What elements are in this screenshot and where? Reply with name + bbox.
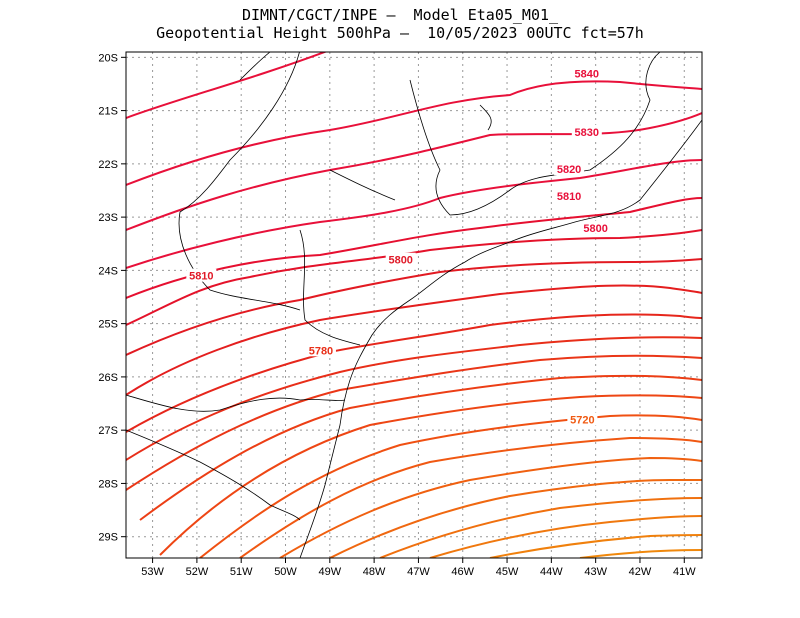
map-axes: 53W 52W 51W 50W 49W 48W 47W 46W 45W 44W 43W 42W 41W 2… [98, 52, 696, 578]
contour-label-bg [554, 188, 585, 202]
tick-label-lat: 29S [98, 532, 118, 544]
tick-label-lon: 42W [629, 566, 652, 578]
contour-label-bg [554, 162, 585, 176]
state-borders [126, 52, 702, 558]
tick-label-lon: 45W [496, 566, 519, 578]
contour-label: 5720 [570, 415, 594, 427]
tick-label-lat: 22S [98, 159, 118, 171]
western-border [178, 52, 301, 311]
contour-label: 5800 [583, 223, 607, 235]
tick-label-lat: 25S [98, 319, 118, 331]
state-border-sc-rs [126, 429, 301, 521]
contour-line [379, 497, 702, 558]
contour-line [126, 313, 702, 433]
tick-label-lat: 26S [98, 372, 118, 384]
coastline [299, 119, 702, 558]
tick-label-lat: 20S [98, 52, 118, 64]
contour-label: 5810 [557, 191, 581, 203]
contour-label: 5800 [388, 255, 412, 267]
contour-line [126, 112, 702, 231]
tick-label-lat: 28S [98, 478, 118, 490]
tick-label-lat: 24S [98, 265, 118, 277]
tick-label-lon: 48W [363, 566, 386, 578]
contour-label-bg [186, 268, 217, 282]
contour-line [329, 479, 702, 558]
tick-label-lat: 27S [98, 425, 118, 437]
tick-label-lon: 49W [319, 566, 342, 578]
contour-label: 5820 [557, 164, 581, 176]
contour-line [126, 197, 702, 299]
contour-label: 5780 [309, 345, 333, 357]
contour-line [489, 534, 702, 558]
tick-label-lon: 50W [274, 566, 297, 578]
contour-line [126, 258, 702, 356]
contour-line [126, 229, 702, 326]
tick-label-lon: 51W [230, 566, 253, 578]
border-interior-4 [239, 52, 271, 81]
contour-line [239, 436, 702, 558]
tick-label-lon: 52W [186, 566, 209, 578]
contour-labels: 5840 5830 5820 5810 5800 5810 5800 5780 5720 [186, 66, 611, 427]
map-frame [125, 51, 703, 559]
contour-label-bg [567, 412, 598, 426]
contour-label-bg [305, 343, 336, 357]
contour-line [126, 284, 702, 396]
border-interior-2 [409, 52, 661, 216]
border-interior-3 [329, 169, 396, 201]
contour-line [126, 336, 702, 461]
tick-label-lon: 41W [673, 566, 696, 578]
tick-label-lat: 21S [98, 106, 118, 118]
map-title-line-1: DIMNT/CGCT/INPE – Model Eta05_M01_ [241, 6, 559, 24]
tick-label-lon: 53W [141, 566, 164, 578]
contour-line [579, 549, 702, 558]
tick-label-lon: 44W [540, 566, 563, 578]
contour-line [279, 456, 702, 558]
contour-label: 5810 [189, 271, 213, 283]
contour-label: 5830 [575, 127, 599, 139]
contour-label: 5840 [575, 68, 599, 80]
border-interior-5 [479, 104, 492, 131]
border-interior-1 [299, 229, 361, 346]
contour-line [159, 394, 702, 556]
contour-line [199, 414, 702, 558]
tick-label-lon: 47W [407, 566, 430, 578]
contour-label-bg [385, 252, 416, 266]
contour-line [429, 515, 702, 558]
state-border-south [126, 394, 346, 412]
geopotential-contours [126, 52, 702, 558]
tick-label-lon: 46W [451, 566, 474, 578]
contour-line [126, 159, 702, 269]
tick-label-lat: 23S [98, 212, 118, 224]
contour-label-bg [571, 66, 602, 80]
contour-line [139, 374, 702, 521]
contour-label-bg [571, 124, 602, 138]
contour-line [126, 52, 328, 119]
tick-label-lon: 43W [584, 566, 607, 578]
map-title-line-2: Geopotential Height 500hPa – 10/05/2023 … [156, 24, 644, 42]
contour-label-bg [580, 220, 611, 234]
contour-line [126, 354, 702, 491]
